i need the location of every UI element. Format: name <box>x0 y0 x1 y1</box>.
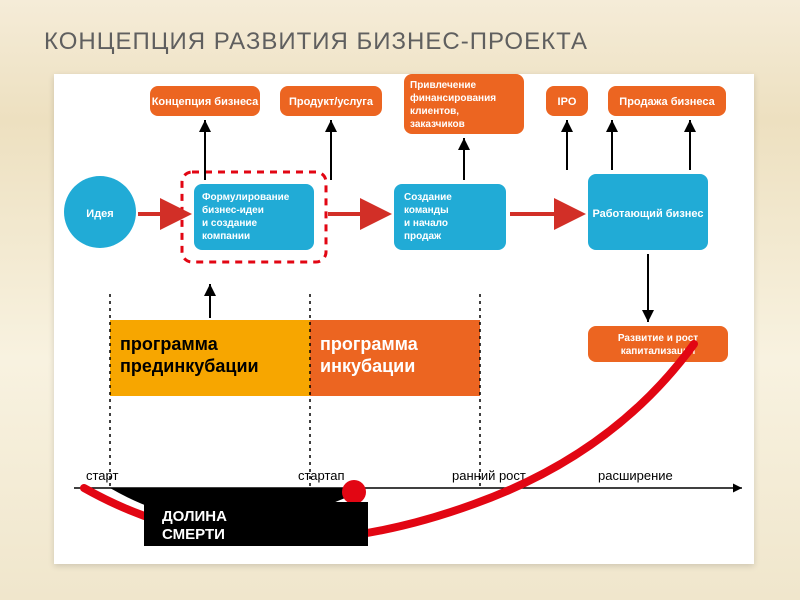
text-form2: бизнес-идеи <box>202 204 264 216</box>
stage-growth: ранний рост <box>452 468 526 483</box>
stage-start: старт <box>86 468 118 483</box>
valley2: СМЕРТИ <box>162 526 225 543</box>
text-clients4: заказчиков <box>410 119 465 130</box>
diagram-svg: Концепция бизнеса Продукт/услуга Привлеч… <box>54 74 754 564</box>
text-product: Продукт/услуга <box>289 96 374 108</box>
text-pre1: программа <box>120 334 219 354</box>
page-title: КОНЦЕПЦИЯ РАЗВИТИЯ БИЗНЕС-ПРОЕКТА <box>0 0 800 56</box>
stage-startup: стартап <box>298 468 345 483</box>
text-clients3: клиентов, <box>410 106 459 117</box>
text-team2: команды <box>404 205 449 216</box>
text-sale: Продажа бизнеса <box>619 96 715 108</box>
diagram-canvas: Концепция бизнеса Продукт/услуга Привлеч… <box>54 74 754 564</box>
text-form4: компании <box>202 231 250 242</box>
text-clients1: Привлечение <box>410 80 477 91</box>
valley1: ДОЛИНА <box>162 508 227 525</box>
text-growth1: Развитие и рост <box>618 333 698 344</box>
text-concept: Концепция бизнеса <box>152 96 259 108</box>
text-form3: и создание <box>202 218 258 229</box>
text-working: Работающий бизнес <box>592 208 703 220</box>
text-idea: Идея <box>86 208 113 220</box>
text-pre2: прединкубации <box>120 356 259 376</box>
red-dot <box>342 480 366 504</box>
text-team1: Создание <box>404 192 452 203</box>
text-ipo: IPO <box>558 96 577 108</box>
text-team3: и начало <box>404 218 448 229</box>
text-form1: Формулирование <box>202 192 290 203</box>
stage-expand: расширение <box>598 468 673 483</box>
text-inc1: программа <box>320 334 419 354</box>
text-inc2: инкубации <box>320 356 415 376</box>
text-team4: продаж <box>404 231 442 242</box>
text-clients2: финансирования <box>410 92 496 104</box>
